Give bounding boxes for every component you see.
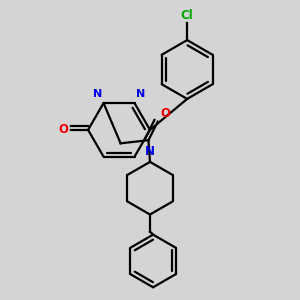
Text: O: O (58, 123, 69, 136)
Text: N: N (93, 89, 102, 99)
Text: N: N (136, 89, 145, 99)
Text: Cl: Cl (181, 8, 194, 22)
Text: O: O (161, 107, 171, 120)
Text: N: N (145, 145, 155, 158)
